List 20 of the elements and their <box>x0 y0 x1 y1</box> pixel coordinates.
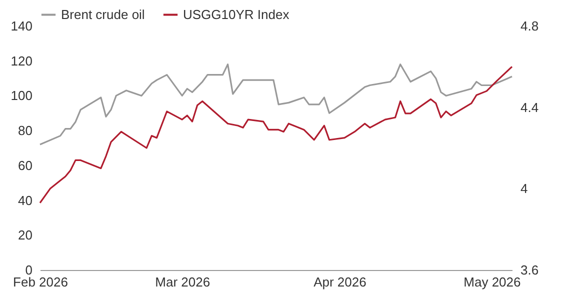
x-tick-label: Apr 2026 <box>314 274 366 290</box>
x-tick-label: May 2026 <box>464 274 521 290</box>
x-tick-label: Feb 2026 <box>13 274 68 290</box>
y-tick-label: 120 <box>10 53 32 68</box>
y-tick-label: 60 <box>18 158 32 173</box>
y-tick-label: 40 <box>18 192 32 208</box>
legend-label: Brent crude oil <box>61 6 145 22</box>
y-tick-label: 80 <box>18 123 32 138</box>
x-tick-label: Mar 2026 <box>155 274 210 290</box>
y-tick-label: 140 <box>10 18 32 34</box>
y2-tick-label: 4.4 <box>520 100 539 115</box>
y2-tick-label: 3.6 <box>520 262 539 278</box>
y-tick-label: 20 <box>18 228 32 243</box>
y2-tick-label: 4.8 <box>520 18 539 34</box>
y-tick-label: 100 <box>10 88 32 104</box>
y2-tick-label: 4 <box>520 181 528 196</box>
line-series <box>39 66 513 204</box>
line-series <box>39 64 513 146</box>
y-tick-label: 0 <box>25 262 32 278</box>
legend-label: USGG10YR Index <box>183 6 290 22</box>
